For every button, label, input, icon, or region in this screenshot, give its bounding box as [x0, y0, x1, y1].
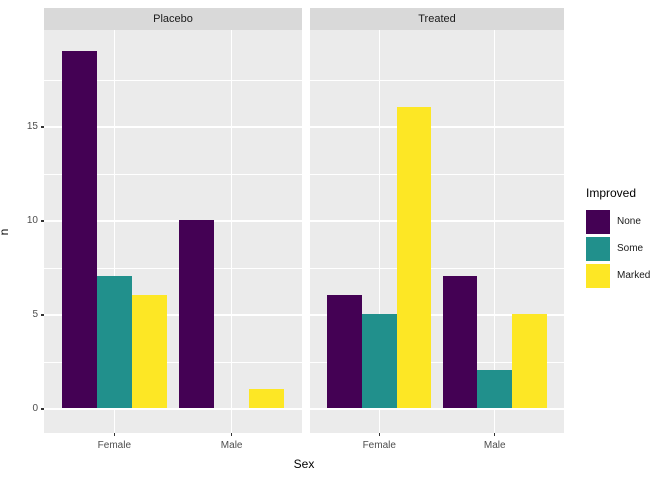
y-gridline-major: [310, 126, 564, 128]
x-tick-mark: [378, 433, 381, 436]
y-gridline-major: [44, 126, 302, 128]
x-tick-label: Female: [362, 440, 396, 451]
x-tick-label: Male: [483, 440, 506, 451]
x-axis-title: Sex: [293, 457, 315, 471]
legend-title: Improved: [586, 186, 637, 200]
y-gridline-minor: [310, 173, 564, 175]
bar-treated-female-none: [327, 295, 362, 408]
x-gridline-major: [113, 30, 116, 433]
bar-treated-male-some: [477, 370, 513, 408]
y-tick-label: 5: [32, 309, 38, 320]
bar-treated-female-marked: [396, 107, 432, 408]
legend-item-label: None: [617, 216, 641, 227]
y-gridline-major: [310, 314, 564, 316]
y-gridline-minor: [44, 361, 302, 363]
legend-swatch-none: [586, 209, 610, 234]
y-gridline-major: [310, 408, 564, 410]
y-gridline-minor: [44, 173, 302, 175]
facet-strip-placebo: Placebo: [44, 8, 302, 30]
bar-treated-male-marked: [512, 314, 547, 408]
y-gridline-major: [44, 220, 302, 222]
bar-placebo-female-none: [61, 50, 97, 408]
y-gridline-minor: [44, 267, 302, 269]
legend-item-some: Some: [586, 235, 650, 262]
bar-treated-female-some: [361, 314, 397, 408]
bar-placebo-male-marked: [249, 389, 285, 408]
legend-item-none: None: [586, 208, 650, 235]
y-gridline-major: [44, 408, 302, 410]
legend-swatch-marked: [586, 263, 610, 288]
legend-item-label: Some: [617, 243, 644, 254]
x-tick-mark: [113, 433, 116, 436]
y-tick-label: 0: [32, 403, 38, 414]
bar-placebo-female-marked: [131, 295, 168, 408]
x-tick-mark: [493, 433, 496, 436]
y-tick-mark: [41, 220, 44, 222]
facet-panel-treated: [310, 30, 564, 433]
legend: Improved None Some Marked: [586, 186, 650, 289]
y-tick-label: 15: [26, 121, 38, 132]
bar-placebo-female-some: [96, 276, 132, 408]
y-gridline-minor: [310, 267, 564, 269]
facet-strip-label: Placebo: [153, 13, 193, 25]
bar-placebo-male-none: [178, 220, 215, 408]
facet-strip-treated: Treated: [310, 8, 564, 30]
x-gridline-major: [493, 30, 496, 433]
facet-strip-label: Treated: [418, 13, 456, 25]
y-tick-mark: [41, 126, 44, 128]
y-gridline-minor: [310, 79, 564, 81]
x-gridline-major: [378, 30, 381, 433]
y-gridline-major: [310, 220, 564, 222]
y-tick-mark: [41, 314, 44, 316]
x-tick-label: Female: [97, 440, 132, 451]
bar-treated-male-none: [442, 276, 478, 408]
x-tick-mark: [230, 433, 233, 436]
legend-item-label: Marked: [617, 270, 651, 281]
y-gridline-major: [44, 314, 302, 316]
facet-panel-placebo: [44, 30, 302, 433]
y-tick-label: 10: [26, 215, 38, 226]
y-tick-mark: [41, 408, 44, 410]
legend-item-marked: Marked: [586, 262, 650, 289]
legend-swatch-some: [586, 236, 610, 261]
y-gridline-minor: [310, 361, 564, 363]
y-gridline-minor: [44, 79, 302, 81]
x-gridline-major: [230, 30, 233, 433]
x-tick-label: Male: [220, 440, 243, 451]
